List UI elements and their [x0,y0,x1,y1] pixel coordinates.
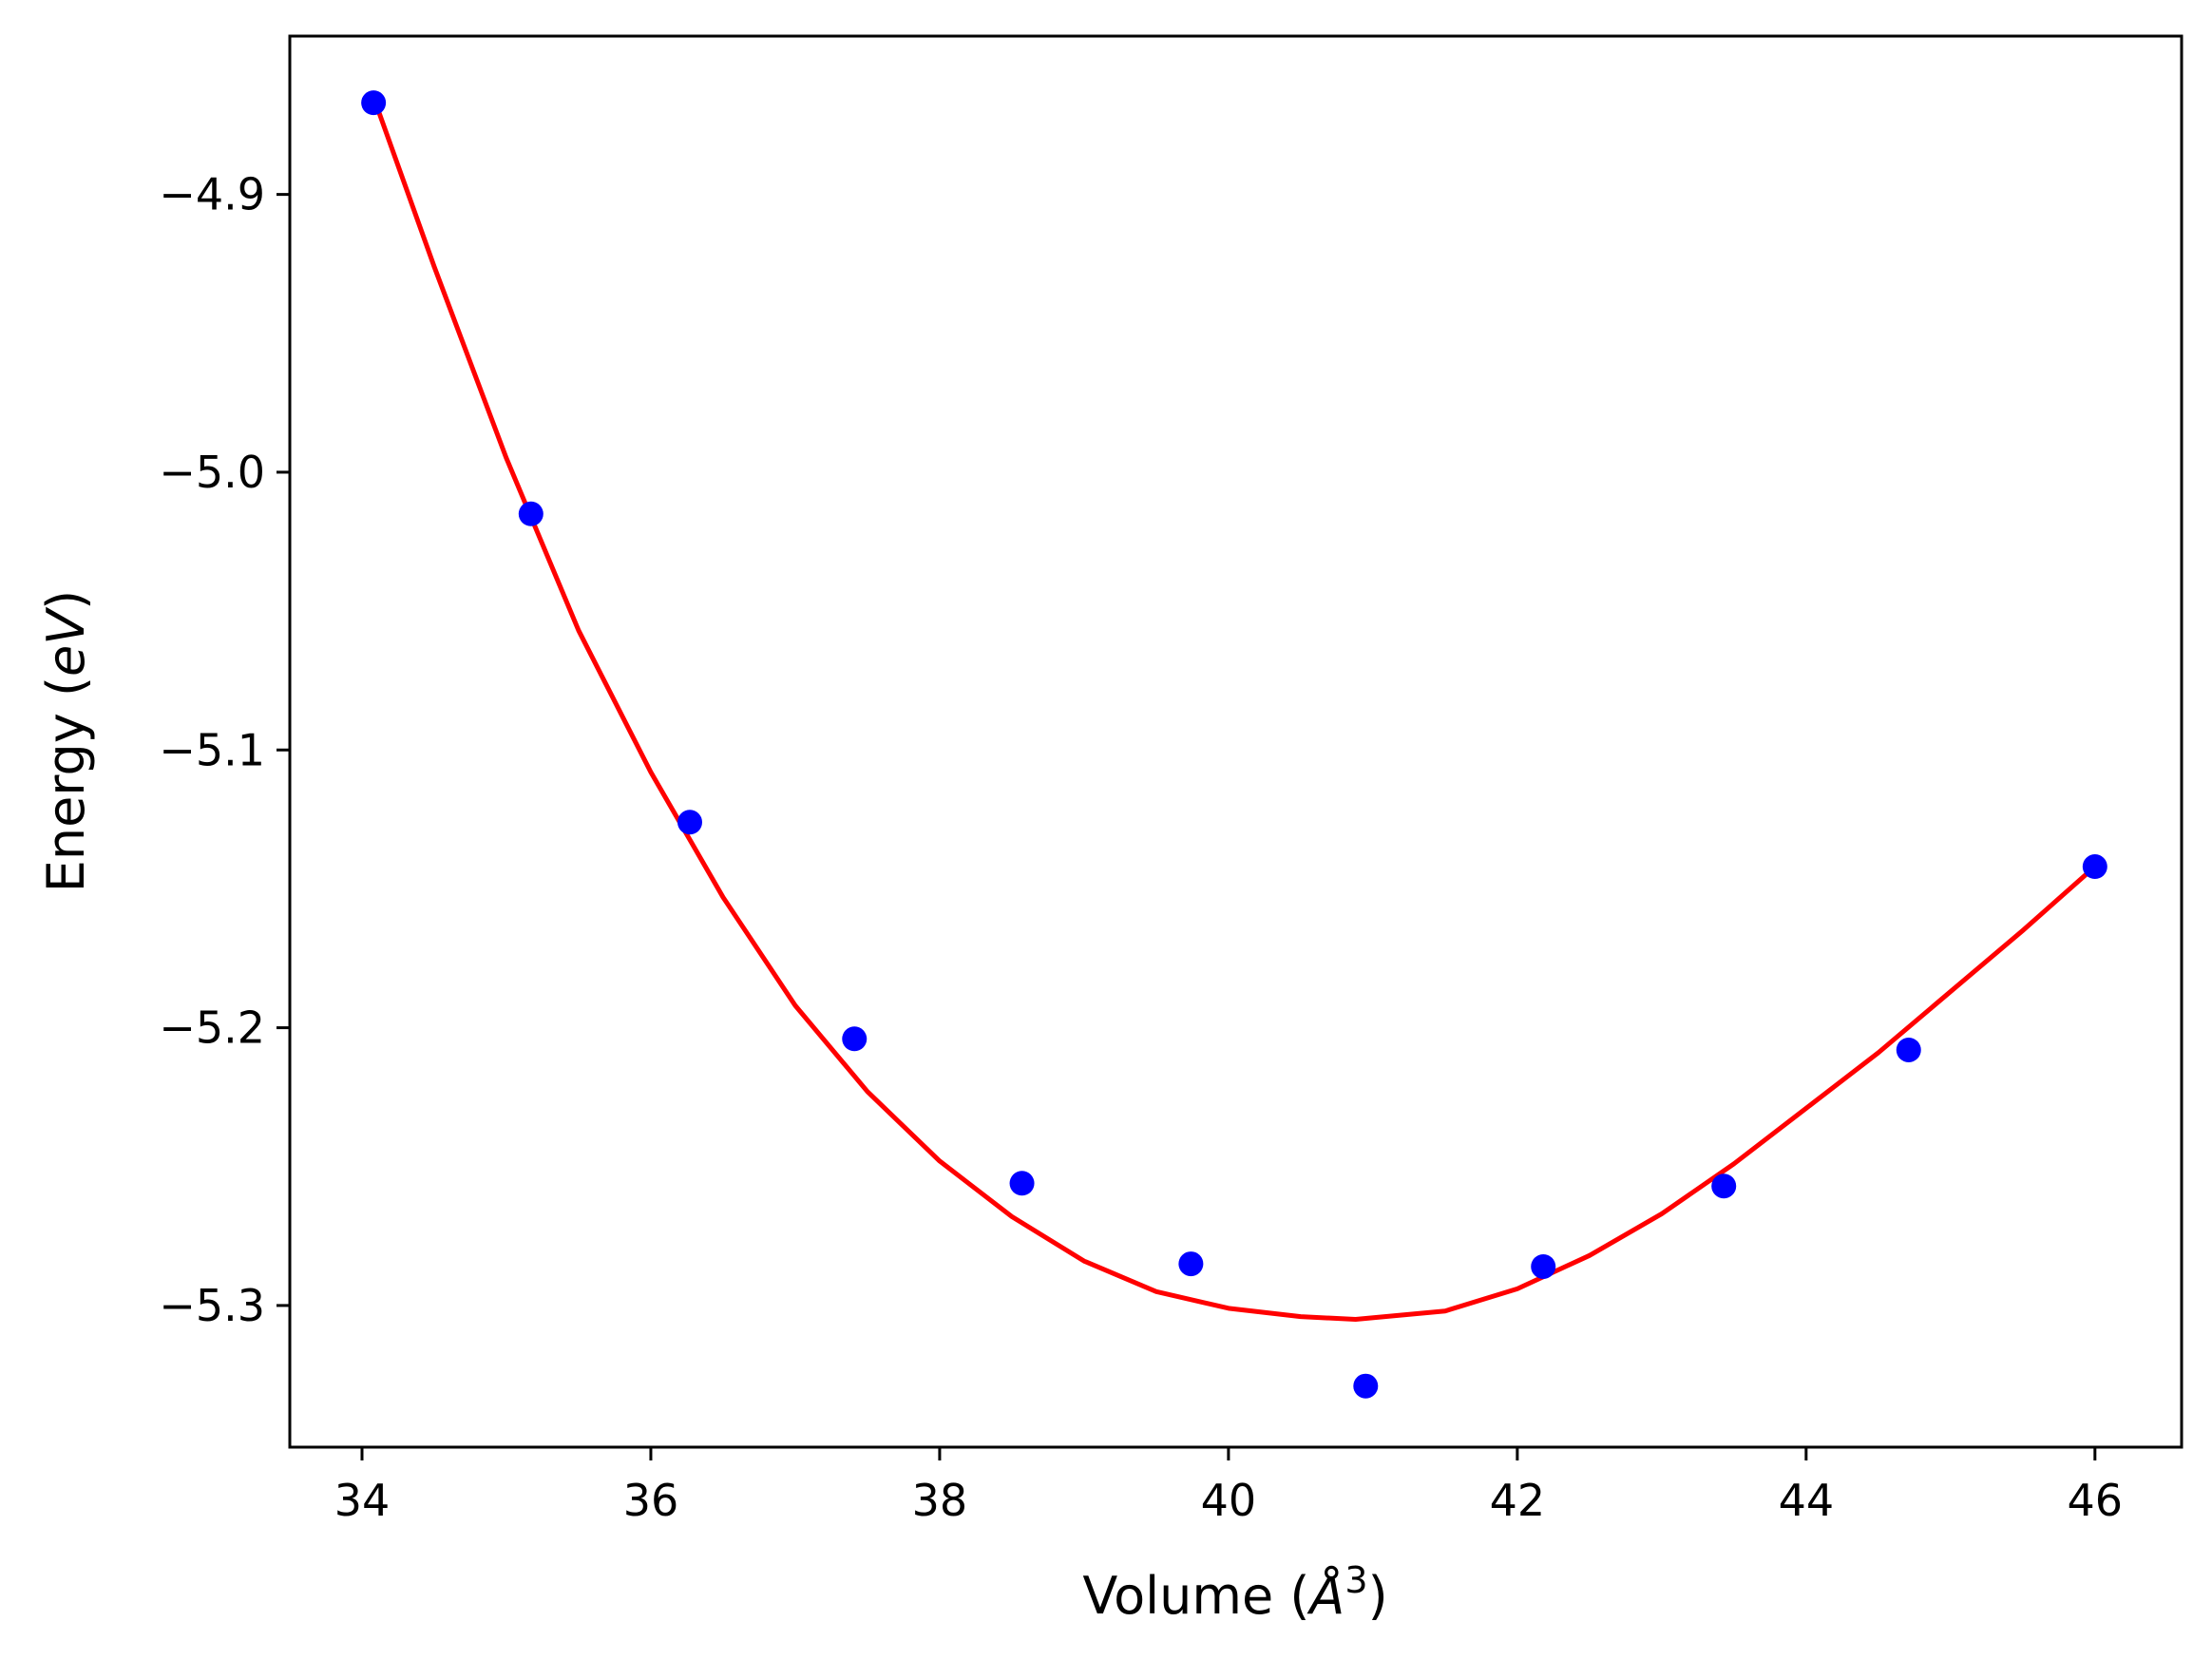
fit-curve-line [371,94,2098,1323]
plot-frame [288,34,2183,1449]
data-point [1711,1173,1737,1199]
x-axis-ticks: 34 36 38 40 42 44 46 [334,1447,2123,1526]
x-tick-label: 46 [2068,1475,2124,1526]
y-tick-label: −5.1 [159,724,265,775]
x-tick-label: 44 [1779,1475,1835,1526]
x-axis-label-superscript: 3 [1344,1559,1367,1601]
data-point [518,501,543,526]
data-point [1531,1253,1556,1279]
y-axis-label-symbol: eV [36,606,96,677]
data-point [842,1026,868,1052]
data-point [677,810,702,835]
data-point [1009,1171,1035,1196]
y-axis-label-prefix: Energy ( [36,677,96,892]
y-tick-label: −4.9 [159,169,265,220]
x-tick-label: 40 [1201,1475,1257,1526]
data-point [1178,1251,1204,1277]
x-axis-label-suffix: ) [1368,1566,1388,1626]
x-tick-label: 36 [623,1475,679,1526]
x-axis-label-symbol: Å [1306,1565,1344,1626]
x-tick-label: 38 [912,1475,968,1526]
data-point [1353,1373,1379,1399]
y-tick-label: −5.3 [159,1280,265,1331]
y-tick-label: −5.2 [159,1002,265,1054]
y-axis-label-suffix: ) [36,590,96,610]
x-tick-label: 42 [1490,1475,1546,1526]
data-point [1896,1037,1921,1062]
x-axis-label-prefix: Volume ( [1082,1566,1309,1626]
data-point [361,90,387,116]
y-axis-label: Energy (eV) [36,590,96,893]
plot-area [361,90,2107,1399]
y-axis-ticks: −5.3 −5.2 −5.1 −5.0 −4.9 [159,169,290,1331]
y-tick-label: −5.0 [159,447,265,498]
x-tick-label: 34 [334,1475,391,1526]
data-point [2082,854,2107,880]
x-axis-label: Volume (Å3) [1082,1559,1387,1626]
